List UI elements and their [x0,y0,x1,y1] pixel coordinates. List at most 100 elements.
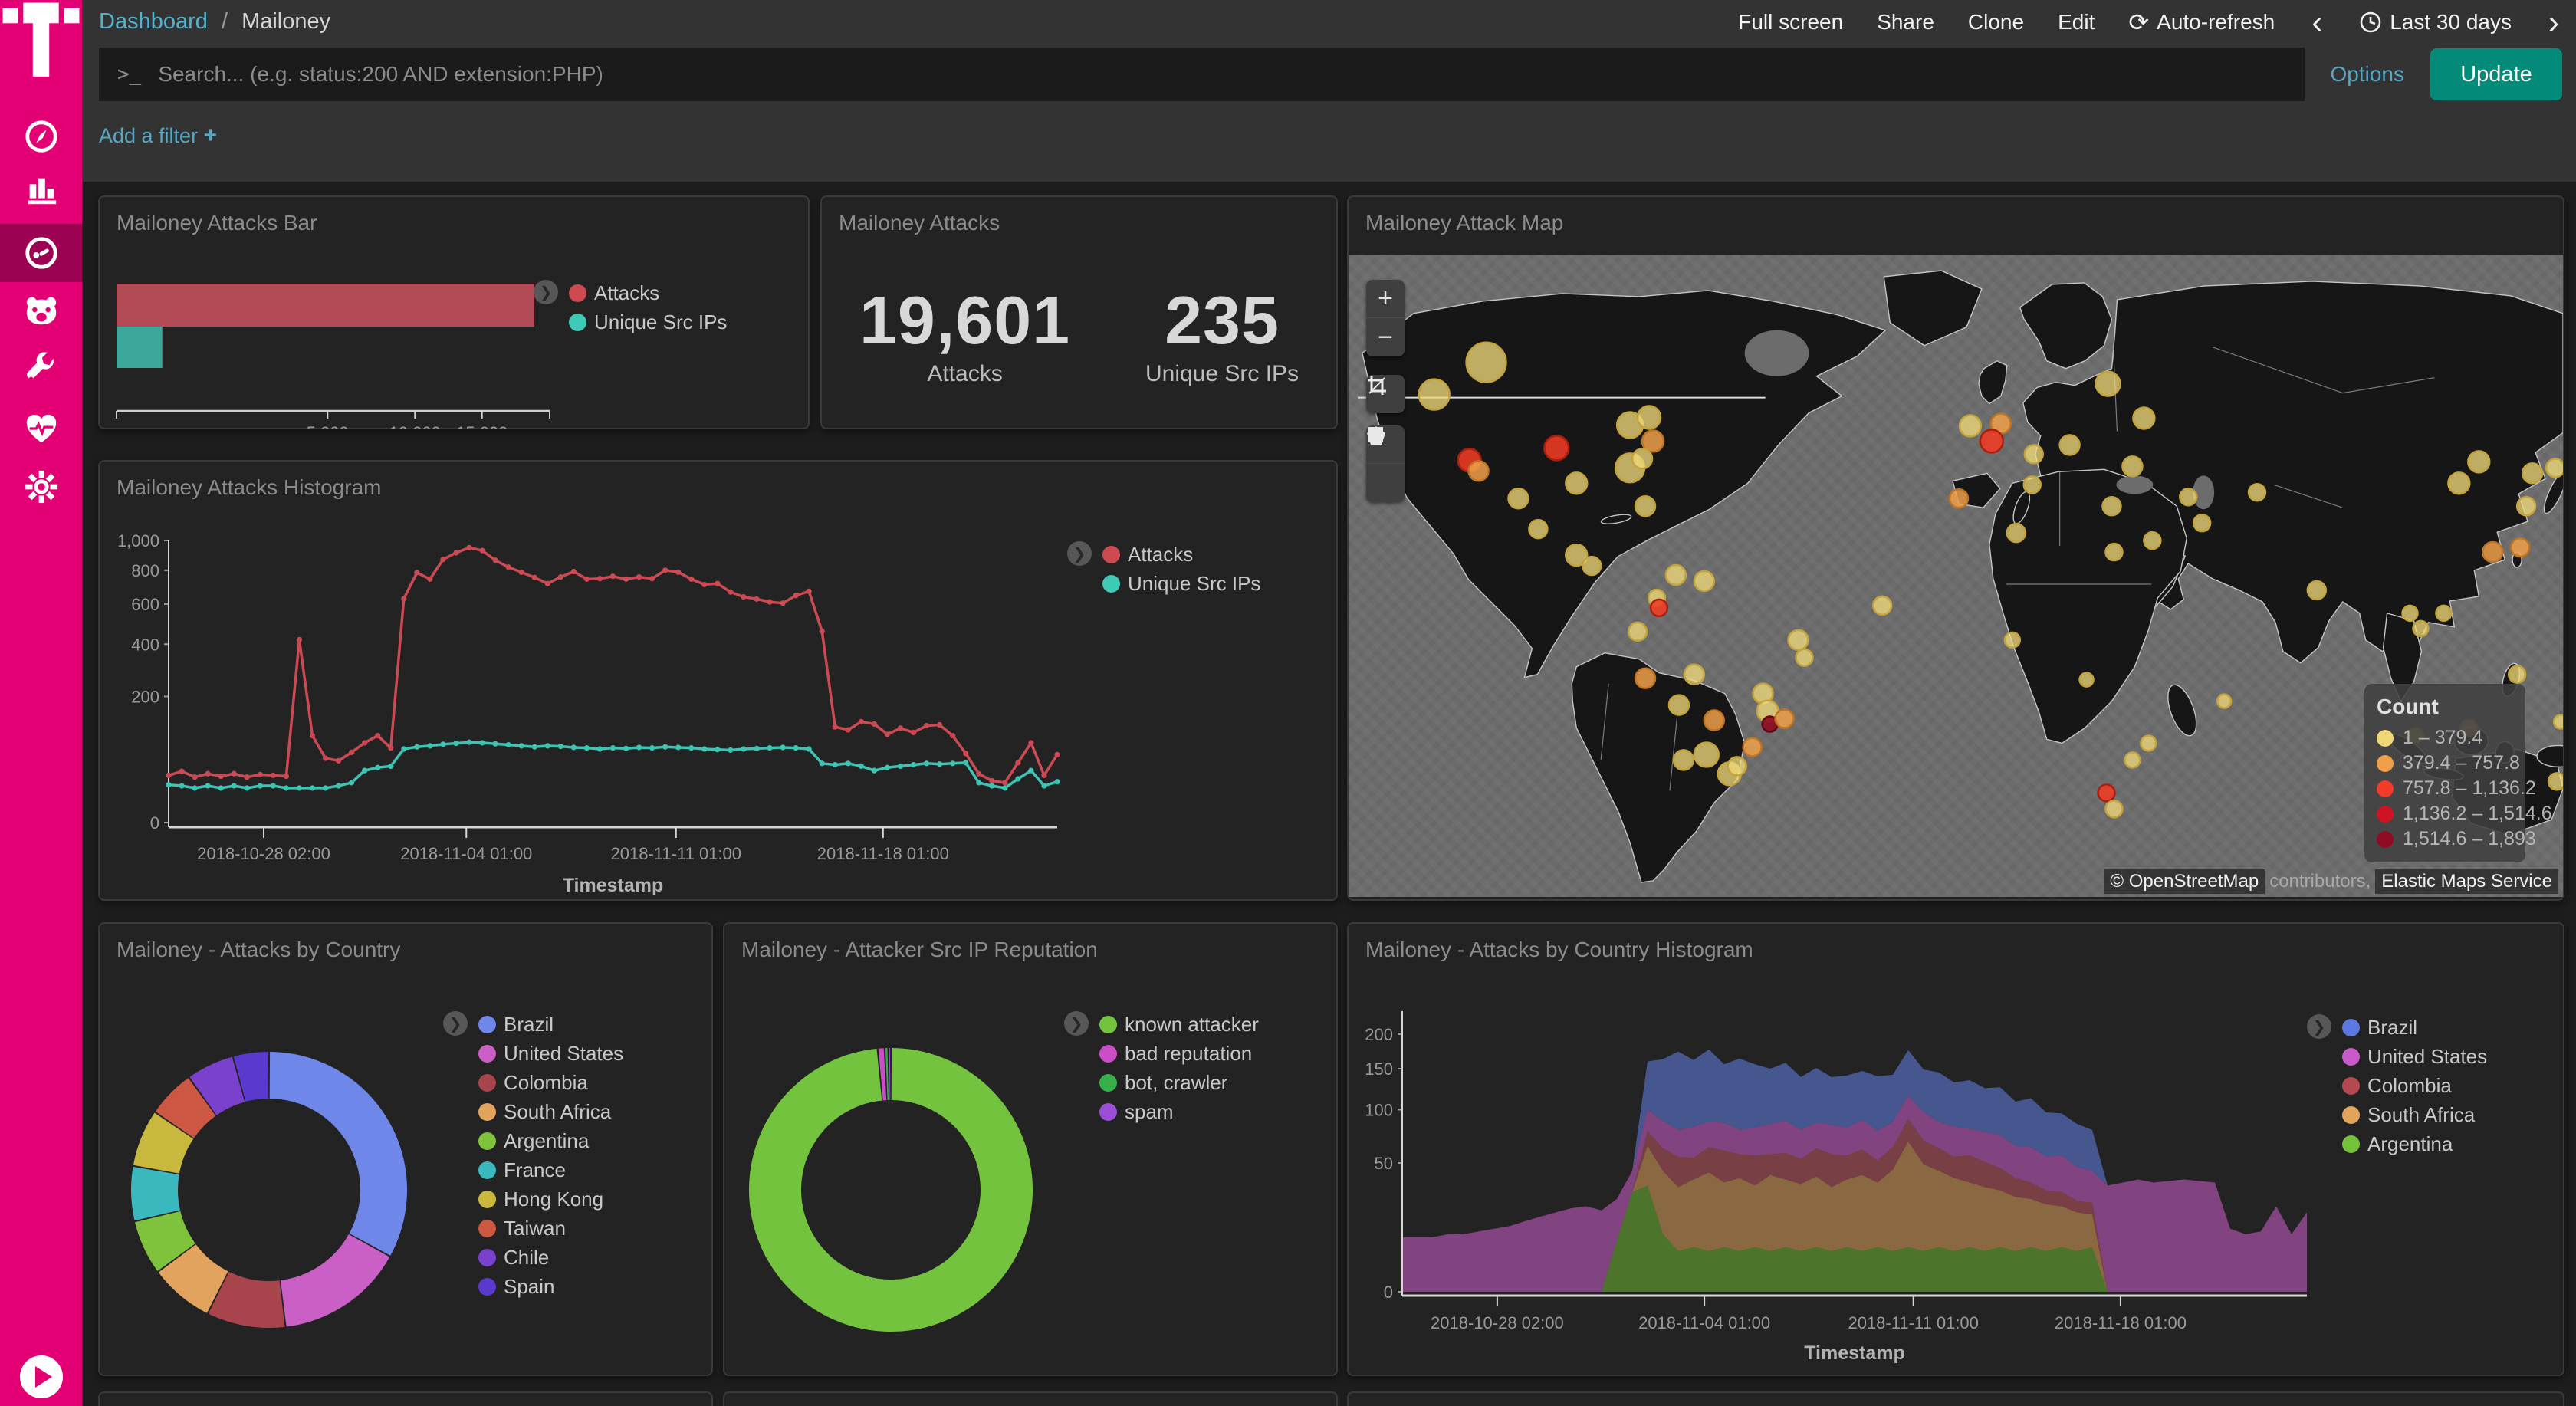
legend-item[interactable]: Colombia [2342,1071,2487,1100]
edit-button[interactable]: Edit [2058,10,2095,34]
share-button[interactable]: Share [1877,10,1934,34]
attack-bubble[interactable] [1636,405,1662,430]
legend-item[interactable]: Chile [478,1243,623,1272]
country-donut-chart[interactable] [100,947,483,1376]
legend-item[interactable]: Brazil [2342,1013,2487,1042]
attack-bubble[interactable] [2121,455,2144,478]
attack-bubble[interactable] [1641,429,1665,453]
pie-slice-Taiwan[interactable] [155,1078,216,1138]
attack-bubble[interactable] [2104,800,2124,819]
attacks-bar-chart[interactable]: 5,000 10,000 15,000 [100,237,808,429]
pie-slice-Spain[interactable] [233,1052,269,1102]
add-filter-link[interactable]: Add a filter + [99,123,218,148]
pie-slice-Brazil[interactable] [269,1052,407,1256]
attack-bubble[interactable] [1528,518,1549,540]
legend-expand-icon[interactable]: ❯ [1064,1011,1089,1036]
legend-item[interactable]: United States [478,1039,623,1068]
attack-bubble[interactable] [2179,488,2198,507]
breadcrumb-dashboard-link[interactable]: Dashboard [99,9,208,34]
attack-bubble[interactable] [2143,531,2162,550]
bar-Unique Src IPs[interactable] [117,327,163,368]
map-rectangle-button[interactable] [1366,427,1405,502]
auto-refresh-button[interactable]: ⟳ Auto-refresh [2128,8,2275,36]
ems-attribution-link[interactable]: Elastic Maps Service [2375,869,2558,894]
legend-item[interactable]: Colombia [478,1068,623,1097]
attack-bubble[interactable] [2306,580,2328,601]
map-zoom-in-button[interactable]: + [1366,280,1405,318]
attack-bubble[interactable] [1634,667,1657,689]
attack-bubble[interactable] [2006,522,2027,544]
attack-bubble[interactable] [1634,495,1657,517]
attack-bubble[interactable] [2058,434,2081,456]
attack-bubble[interactable] [2003,631,2022,649]
attack-bubble[interactable] [2467,450,2491,474]
map-crop-button[interactable] [1366,375,1405,413]
sidebar-item-discover[interactable] [0,107,82,166]
attack-bubble[interactable] [2515,496,2537,517]
attack-bubble[interactable] [2509,537,2531,558]
legend-expand-icon[interactable]: ❯ [2307,1014,2331,1039]
pie-slice-Hong Kong[interactable] [133,1112,194,1174]
pie-slice-Argentina[interactable] [135,1211,196,1271]
telekom-t-logo[interactable] [0,2,82,77]
attack-bubble[interactable] [2247,483,2267,502]
attack-bubble[interactable] [2124,751,2141,769]
attack-bubble[interactable] [2545,458,2563,478]
attack-bubble[interactable] [1581,555,1602,577]
attack-bubble[interactable] [2097,783,2116,803]
area-Brazil[interactable] [1402,1049,2307,1237]
legend-expand-icon[interactable]: ❯ [443,1011,468,1036]
legend-expand-icon[interactable]: ❯ [1067,541,1092,566]
attack-bubble[interactable] [1631,448,1654,470]
attack-bubble[interactable] [1727,756,1747,777]
search-options-link[interactable]: Options [2330,62,2405,86]
legend-item[interactable]: Argentina [478,1126,623,1155]
sidebar-expand-button[interactable] [20,1355,63,1398]
attack-bubble[interactable] [2521,462,2544,485]
attack-bubble[interactable] [1664,563,1687,586]
legend-item[interactable]: spam [1099,1097,1259,1126]
legend-item[interactable]: Argentina [2342,1129,2487,1158]
attack-bubble[interactable] [1649,598,1669,618]
map-zoom-out-button[interactable]: − [1378,322,1393,352]
pie-slice-spam[interactable] [889,1048,891,1101]
legend-item[interactable]: bad reputation [1099,1039,1259,1068]
attack-bubble[interactable] [1693,741,1720,768]
attack-bubble[interactable] [2078,672,2095,688]
area-Colombia[interactable] [1402,1119,2307,1292]
attack-bubble[interactable] [1668,694,1691,716]
attack-bubble[interactable] [1672,749,1695,771]
attack-bubble[interactable] [1465,341,1507,383]
attack-bubble[interactable] [1507,488,1530,510]
world-attack-map[interactable]: + − Count 1 – 379.4 379.4 – 7 [1349,255,2563,897]
legend-item[interactable]: Spain [478,1272,623,1301]
area-United States[interactable] [1402,1096,2307,1292]
attack-bubble[interactable] [1543,435,1570,462]
pie-slice-South Africa[interactable] [158,1244,228,1313]
osm-attribution-link[interactable]: © OpenStreetMap [2104,869,2266,894]
attack-bubble[interactable] [1693,570,1716,593]
attack-bubble[interactable] [1467,460,1490,482]
legend-item[interactable]: known attacker [1099,1010,1259,1039]
search-input[interactable] [158,62,2286,87]
pie-slice-United States[interactable] [280,1234,390,1327]
sidebar-item-management[interactable] [0,458,82,516]
attack-bubble[interactable] [1703,709,1726,731]
legend-item[interactable]: United States [2342,1042,2487,1071]
attack-bubble[interactable] [2507,665,2527,684]
legend-item[interactable]: Attacks [1102,540,1260,569]
sidebar-item-devtools[interactable] [0,340,82,398]
pie-slice-bot, crawler[interactable] [885,1048,889,1101]
update-button[interactable]: Update [2430,48,2562,100]
attack-bubble[interactable] [1948,488,1970,509]
clone-button[interactable]: Clone [1967,10,2025,34]
pie-slice-Chile[interactable] [189,1056,245,1115]
legend-item[interactable]: Unique Src IPs [569,307,727,337]
attack-bubble[interactable] [2095,370,2121,397]
pie-slice-France[interactable] [131,1166,180,1221]
attack-bubble[interactable] [1683,663,1706,685]
sidebar-item-dashboard[interactable] [0,224,82,282]
attack-bubble[interactable] [2192,513,2212,533]
legend-item[interactable]: Unique Src IPs [1102,569,1260,598]
area-South Africa[interactable] [1402,1142,2307,1292]
